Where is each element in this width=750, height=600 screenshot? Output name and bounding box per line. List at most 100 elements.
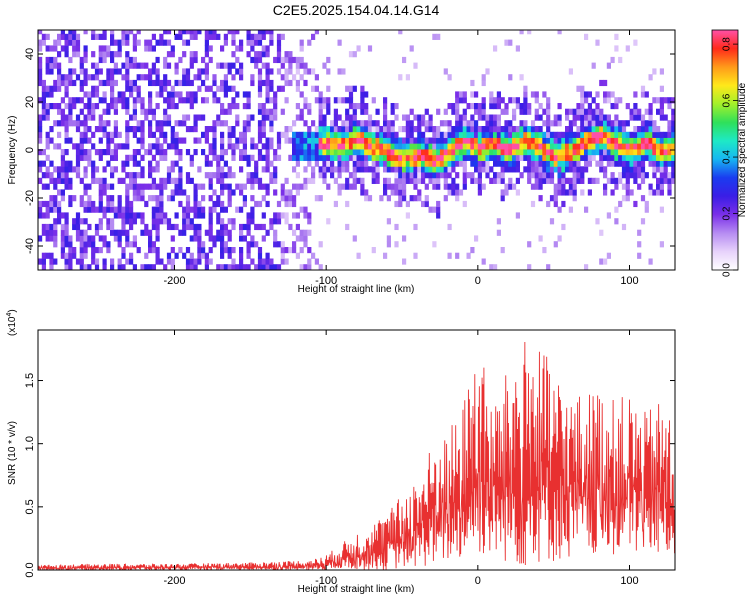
spectrogram-cell [356,120,361,127]
spectrogram-cell [38,97,43,104]
spectrogram-cell [148,160,153,167]
spectrogram-cell [470,91,475,98]
spectrogram-cell [318,172,323,179]
spectrogram-cell [348,120,354,127]
spectrogram-cell [182,137,187,144]
spectrogram-cell [273,229,278,236]
spectrogram-cell [60,195,65,202]
spectrogram-cell [64,51,69,58]
spectrogram-cell [299,137,304,144]
spectrogram-cell [546,114,551,121]
spectrogram-cell [508,160,513,167]
spectrogram-cell [330,154,335,161]
spectrogram-cell [193,30,198,35]
spectrogram-cell [273,166,278,173]
spectrogram-cell [508,126,513,133]
spectrogram-cell [113,154,118,161]
spectrogram-cell [470,177,475,184]
spectrogram-cell [292,166,297,173]
spectrogram-cell [155,206,160,213]
spectrogram-cell [667,120,672,127]
spectrogram-cell [185,195,191,202]
spectrogram-cell [106,120,111,127]
spectrogram-cell [57,206,62,213]
spectrogram-cell [151,212,156,219]
spectrogram-cell [269,137,274,144]
spectrogram-cell [663,131,668,138]
spectrogram-cell [561,166,566,173]
spectrogram-cell [530,120,536,127]
spectrogram-cell [193,195,198,202]
spectrogram-cell [580,172,585,179]
spectrogram-cell [155,56,160,64]
spectrogram-cell [576,114,581,121]
spectrogram-cell [204,85,209,92]
spectrogram-cell [637,114,642,121]
spectrogram-cell [390,126,395,133]
spectrogram-cell [227,195,232,202]
spectrogram-cell [212,120,217,127]
spectrogram-cell [49,200,54,208]
spectrogram-cell [565,131,570,138]
spectrogram-cell [299,143,304,150]
spectrogram-cell [265,229,270,236]
spectrogram-cell [481,143,486,150]
spectrogram-cell [383,97,388,104]
spectrogram-cell [466,252,471,259]
spectrogram-cell [83,235,88,242]
spectrogram-cell [402,189,407,196]
spectrogram-cell [402,235,407,242]
spectrogram-cell [553,137,558,144]
spectrogram-cell [659,183,664,190]
spectrogram-cell [462,166,467,173]
spectrogram-cell [330,160,335,167]
spectrogram-cell [367,143,373,150]
spectrogram-cell [49,177,54,184]
spectrogram-cell [204,97,209,104]
spectrogram-cell [652,149,657,156]
spectrogram-cell [72,120,77,127]
spectrogram-cell [394,149,399,156]
spectrogram-cell [132,79,137,87]
spectrogram-cell [117,212,122,219]
spectrogram-cell [606,177,611,184]
spectrogram-cell [394,103,399,110]
spectrogram-cell [250,74,255,81]
spectrogram-cell [584,160,589,167]
spectrogram-cell [614,154,619,161]
spectrogram-cell [295,212,300,219]
spectrogram-cell [208,247,213,254]
spectrogram-cell [276,45,282,52]
spectrogram-cell [572,137,577,144]
spectrogram-cell [45,137,50,144]
spectrogram-cell [129,91,134,98]
spectrogram-cell [348,97,354,104]
spectrogram-cell [443,154,448,161]
spectrogram-cell [572,195,577,202]
spectrogram-cell [322,149,327,156]
spectrogram-cell [185,68,191,75]
spectrogram-cell [125,218,130,225]
spectrogram-cell [557,235,562,242]
spectrogram-cell [538,235,543,242]
spectrogram-cell [295,172,300,179]
spectrogram-cell [538,183,543,190]
spectrogram-cell [87,264,92,270]
spectrogram-cell [568,126,573,133]
spectrogram-cell [170,235,175,242]
spectrogram-cell [117,45,122,52]
spectrogram-cell [584,166,589,173]
spectrogram-cell [163,212,168,219]
spectrogram-cell [455,91,460,98]
spectrogram-cell [208,258,213,265]
spectrogram-cell [185,264,191,270]
spectrogram-cell [417,149,422,156]
spectrogram-cell [220,131,225,138]
spectrogram-cell [280,108,285,115]
spectrogram-cell [527,166,532,173]
spectrogram-cell [60,154,65,161]
spectrogram-cell [561,160,566,167]
spectrogram-cell [72,68,77,75]
spectrogram-cell [239,68,244,75]
spectrogram-cell [367,45,373,52]
